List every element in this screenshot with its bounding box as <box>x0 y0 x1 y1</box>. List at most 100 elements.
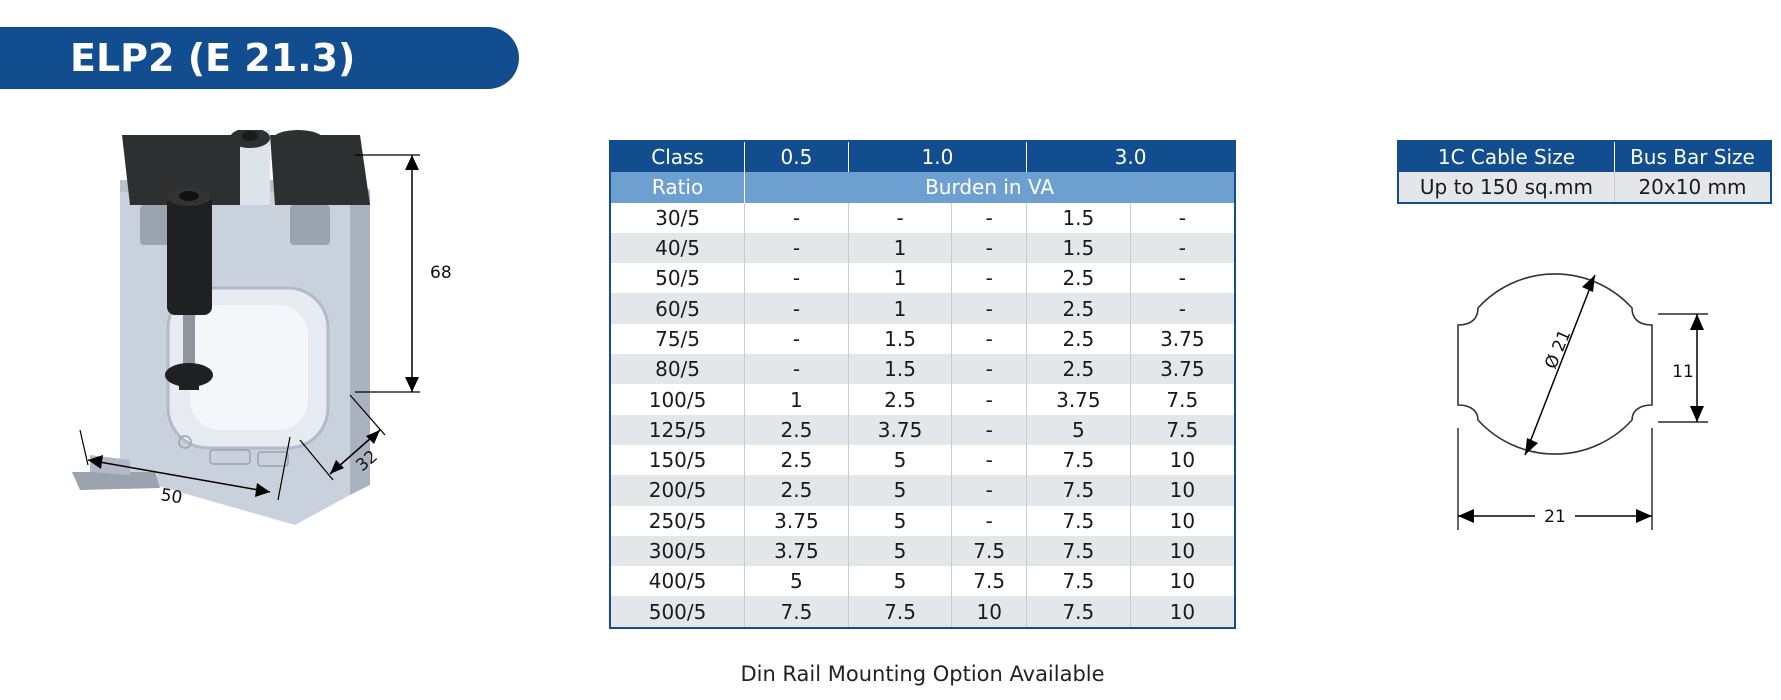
height-dimension: 68 <box>355 154 452 393</box>
bus-bar-size-value: 20x10 mm <box>1613 172 1771 203</box>
burden-row: 500/5 7.5 7.5 10 7.5 10 <box>609 596 1236 628</box>
header-class-0-5: 0.5 <box>744 141 849 173</box>
burden-cell: 1.5 <box>847 323 953 355</box>
ratio-cell: 50/5 <box>609 263 746 294</box>
burden-cell: 2.5 <box>744 444 849 476</box>
section-height-label: 11 <box>1672 362 1694 382</box>
ratio-cell: 100/5 <box>609 384 746 415</box>
burden-cell: 1.5 <box>1026 202 1131 233</box>
burden-cell: 2.5 <box>1026 293 1131 324</box>
page-title: ELP2 (E 21.3) <box>70 36 356 80</box>
burden-cell: - <box>847 202 953 233</box>
burden-row: 50/5-1-2.5- <box>609 263 1236 294</box>
burden-cell: - <box>951 263 1028 294</box>
title-banner: ELP2 (E 21.3) <box>0 27 519 89</box>
ratio-cell: 250/5 <box>609 505 746 536</box>
burden-table: Class 0.5 1.0 3.0 Ratio Burden in VA 30/… <box>609 140 1236 629</box>
header-ratio: Ratio <box>609 172 746 203</box>
burden-cell: 10 <box>1129 475 1236 506</box>
height-label: 68 <box>430 263 452 283</box>
ratio-cell: 80/5 <box>609 354 746 385</box>
header-class-3-0: 3.0 <box>1026 141 1236 173</box>
burden-cell: 7.5 <box>1129 414 1236 445</box>
burden-cell: - <box>1129 263 1236 294</box>
burden-cell: 10 <box>1129 535 1236 567</box>
cable-value-row: Up to 150 sq.mm 20x10 mm <box>1397 172 1771 203</box>
cable-table: 1C Cable Size Bus Bar Size Up to 150 sq.… <box>1397 140 1772 204</box>
burden-row: 300/5 3.75 5 7.5 7.5 10 <box>609 535 1236 567</box>
burden-cell: 3.75 <box>847 414 953 445</box>
burden-cell: 10 <box>1129 566 1236 597</box>
header-bus-bar-size: Bus Bar Size <box>1613 141 1772 172</box>
burden-cell: 7.5 <box>951 566 1028 597</box>
mounting-footnote: Din Rail Mounting Option Available <box>740 662 1105 686</box>
ratio-cell: 60/5 <box>609 293 746 324</box>
burden-cell: - <box>744 202 849 233</box>
burden-cell: 2.5 <box>744 414 849 445</box>
burden-cell: 1 <box>847 232 953 264</box>
section-height-dimension: 11 <box>1658 313 1708 423</box>
burden-cell: 3.75 <box>1129 323 1236 355</box>
burden-cell: - <box>951 354 1028 385</box>
burden-cell: 1.5 <box>847 354 953 385</box>
burden-cell: - <box>1129 202 1236 233</box>
burden-cell: 7.5 <box>1026 566 1131 597</box>
burden-cell: 5 <box>847 566 953 597</box>
burden-row: 75/5-1.5-2.5 3.75 <box>609 323 1236 355</box>
burden-cell: 5 <box>847 535 953 567</box>
burden-cell: - <box>1129 293 1236 324</box>
aperture-outline <box>1457 273 1653 455</box>
burden-cell: 2.5 <box>1026 323 1131 355</box>
diameter-label: Ø 21 <box>1541 327 1575 372</box>
ratio-cell: 500/5 <box>609 596 746 628</box>
burden-cell: - <box>951 505 1028 536</box>
burden-cell: 1 <box>744 384 849 415</box>
burden-cell: 7.5 <box>1026 596 1131 628</box>
burden-cell: 7.5 <box>847 596 953 628</box>
ratio-cell: 400/5 <box>609 566 746 597</box>
burden-cell: 7.5 <box>1026 535 1131 567</box>
burden-cell: 7.5 <box>1129 384 1236 415</box>
ratio-cell: 30/5 <box>609 202 746 233</box>
burden-cell: 3.75 <box>744 535 849 567</box>
burden-cell: 3.75 <box>1026 384 1131 415</box>
burden-cell: - <box>951 232 1028 264</box>
burden-cell: - <box>951 293 1028 324</box>
burden-row: 40/5-1-1.5- <box>609 232 1236 264</box>
burden-cell: 1 <box>847 293 953 324</box>
burden-cell: 2.5 <box>1026 354 1131 385</box>
burden-cell: 5 <box>744 566 849 597</box>
burden-cell: - <box>951 475 1028 506</box>
burden-cell: 1.5 <box>1026 232 1131 264</box>
burden-cell: 10 <box>1129 444 1236 476</box>
burden-table-body: 30/5- - -1.5-40/5-1-1.5-50/5-1-2.5-60/5-1-… <box>609 202 1236 628</box>
burden-cell: 3.75 <box>1129 354 1236 385</box>
burden-header-class-row: Class 0.5 1.0 3.0 <box>609 141 1236 173</box>
header-burden: Burden in VA <box>744 172 1236 203</box>
cable-header-row: 1C Cable Size Bus Bar Size <box>1397 141 1772 172</box>
width-label: 50 <box>159 485 184 508</box>
burden-cell: - <box>744 354 849 385</box>
burden-row: 200/5 2.5 5-7.5 10 <box>609 475 1236 506</box>
burden-cell: - <box>951 323 1028 355</box>
cross-section-figure: Ø 21 11 21 <box>1457 273 1708 530</box>
ratio-cell: 150/5 <box>609 444 746 476</box>
burden-cell: 7.5 <box>951 535 1028 567</box>
burden-cell: 2.5 <box>847 384 953 415</box>
ratio-cell: 75/5 <box>609 323 746 355</box>
burden-cell: 2.5 <box>1026 263 1131 294</box>
burden-cell: 2.5 <box>744 475 849 506</box>
burden-cell: 10 <box>1129 505 1236 536</box>
ratio-cell: 200/5 <box>609 475 746 506</box>
ratio-cell: 300/5 <box>609 535 746 567</box>
burden-cell: 5 <box>1026 414 1131 445</box>
burden-row: 100/5 1 2.5-3.75 7.5 <box>609 384 1236 415</box>
burden-cell: 5 <box>847 475 953 506</box>
burden-cell: - <box>744 293 849 324</box>
burden-cell: - <box>951 384 1028 415</box>
burden-cell: - <box>744 232 849 264</box>
header-class: Class <box>609 141 746 173</box>
product-figure: 68 50 32 <box>72 130 452 525</box>
burden-row: 125/5 2.5 3.75-5 7.5 <box>609 414 1236 445</box>
burden-cell: - <box>951 202 1028 233</box>
